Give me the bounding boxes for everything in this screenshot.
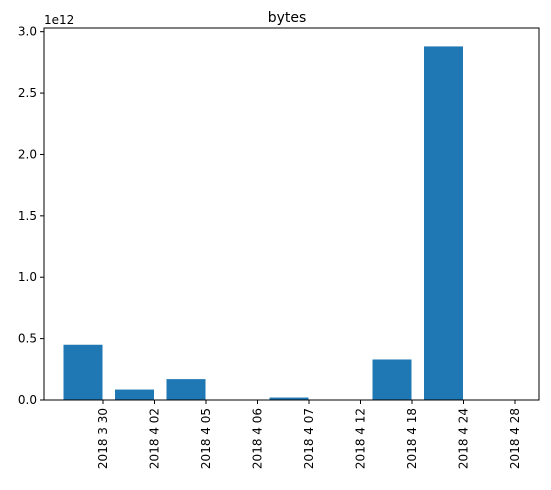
- x-tick-label: 2018 3 30: [96, 408, 110, 469]
- x-axis: 2018 3 30 2018 4 02 2018 4 05 2018 4 06 2018…: [96, 400, 522, 469]
- y-tick-label: 1.0: [18, 270, 37, 284]
- bar: [269, 397, 309, 400]
- y-tick-label: 1.5: [18, 209, 37, 223]
- x-tick-label: 2018 4 07: [302, 408, 316, 469]
- chart-title: bytes: [268, 10, 307, 26]
- bars-group: [63, 46, 463, 401]
- bar: [372, 359, 412, 400]
- y-tick-label: 0.5: [18, 332, 37, 346]
- y-tick-label: 2.0: [18, 147, 37, 161]
- x-tick-label: 2018 4 28: [508, 408, 522, 469]
- plot-frame: [43, 27, 540, 401]
- y-tick-label: 3.0: [18, 25, 37, 39]
- bar: [166, 379, 206, 400]
- x-tick-label: 2018 4 18: [405, 408, 419, 469]
- x-tick-label: 2018 4 05: [199, 408, 213, 469]
- bar: [115, 389, 154, 400]
- x-tick-label: 2018 4 06: [251, 408, 265, 469]
- bar: [63, 344, 103, 400]
- x-tick-label: 2018 4 12: [354, 408, 368, 469]
- y-tick-label: 0.0: [18, 393, 37, 407]
- y-axis: 0.0 0.5 1.0 1.5 2.0 2.5 3.0: [18, 25, 44, 407]
- y-axis-scale-label: 1e12: [44, 13, 74, 27]
- y-tick-label: 2.5: [18, 86, 37, 100]
- x-tick-label: 2018 4 02: [148, 408, 162, 469]
- x-tick-label: 2018 4 24: [457, 408, 471, 469]
- bar: [424, 46, 463, 401]
